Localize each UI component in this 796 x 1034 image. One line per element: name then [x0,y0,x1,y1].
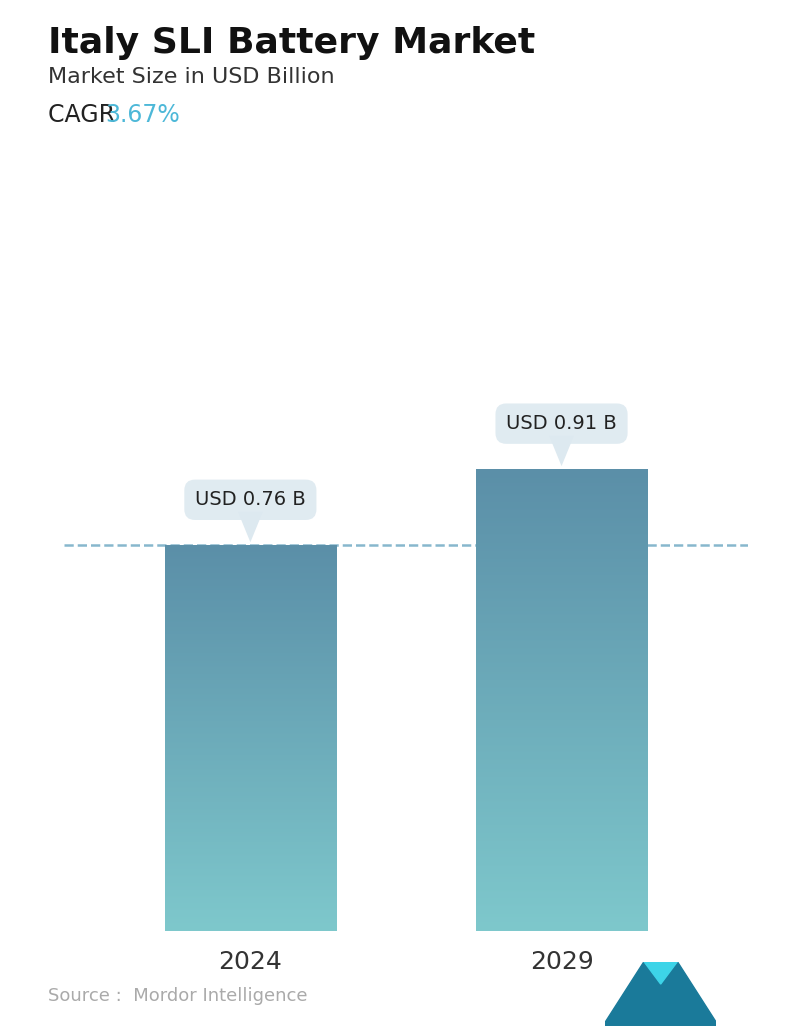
Text: USD 0.76 B: USD 0.76 B [195,490,306,510]
Text: Italy SLI Battery Market: Italy SLI Battery Market [48,26,535,60]
Text: Source :  Mordor Intelligence: Source : Mordor Intelligence [48,987,307,1005]
Polygon shape [549,435,574,466]
Polygon shape [605,984,716,1026]
Polygon shape [238,512,263,542]
Text: Market Size in USD Billion: Market Size in USD Billion [48,67,334,87]
Polygon shape [661,962,716,1026]
Text: USD 0.91 B: USD 0.91 B [506,415,617,433]
Text: 3.67%: 3.67% [105,103,180,127]
Text: CAGR: CAGR [48,103,123,127]
Polygon shape [644,962,677,984]
Polygon shape [605,962,661,1026]
